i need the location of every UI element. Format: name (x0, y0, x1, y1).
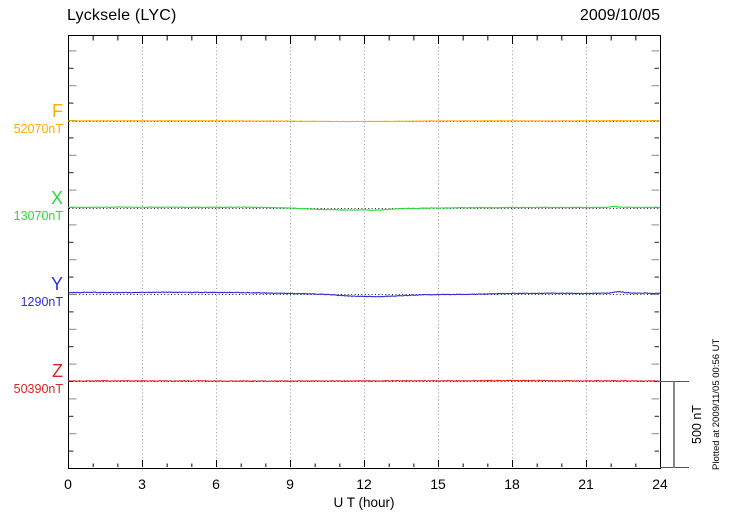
x-tick-label-21: 21 (578, 476, 594, 492)
date-label: 2009/10/05 (579, 7, 660, 24)
scale-bar-label: 500 nT (690, 405, 704, 444)
channel-baseline-value-X: 13070nT (13, 209, 63, 223)
trace-F (67, 119, 661, 123)
x-tick-label-12: 12 (356, 476, 372, 492)
channel-letter-X: X (50, 188, 63, 208)
plot-frame (68, 35, 661, 469)
channel-baseline-value-Y: 1290nT (20, 295, 63, 309)
trace-X (67, 205, 661, 212)
channel-letter-Y: Y (50, 274, 63, 294)
channel-baseline-value-Z: 50390nT (13, 382, 63, 396)
x-tick-label-15: 15 (430, 476, 446, 492)
x-tick-label-6: 6 (212, 476, 220, 492)
channel-label-Z: Z 50390nT (0, 362, 63, 396)
x-tick-label-0: 0 (64, 476, 72, 492)
channel-baseline-value-F: 52070nT (13, 122, 63, 136)
x-tick-label-3: 3 (138, 476, 146, 492)
x-axis-title: U T (hour) (333, 495, 395, 510)
trace-Y (67, 291, 661, 298)
x-tick-label-18: 18 (504, 476, 520, 492)
channel-label-F: F 52070nT (0, 102, 63, 136)
channel-letter-F: F (52, 101, 63, 121)
channel-letter-Z: Z (52, 361, 63, 381)
channel-label-X: X 13070nT (0, 189, 63, 223)
channel-label-Y: Y 1290nT (0, 275, 63, 309)
plotted-at-note: Plotted at 2009/11/05 00:56 UT (711, 338, 722, 470)
x-tick-label-9: 9 (286, 476, 294, 492)
x-tick-label-24: 24 (652, 476, 668, 492)
trace-Z (67, 379, 661, 383)
station-title: Lycksele (LYC) (67, 7, 177, 24)
